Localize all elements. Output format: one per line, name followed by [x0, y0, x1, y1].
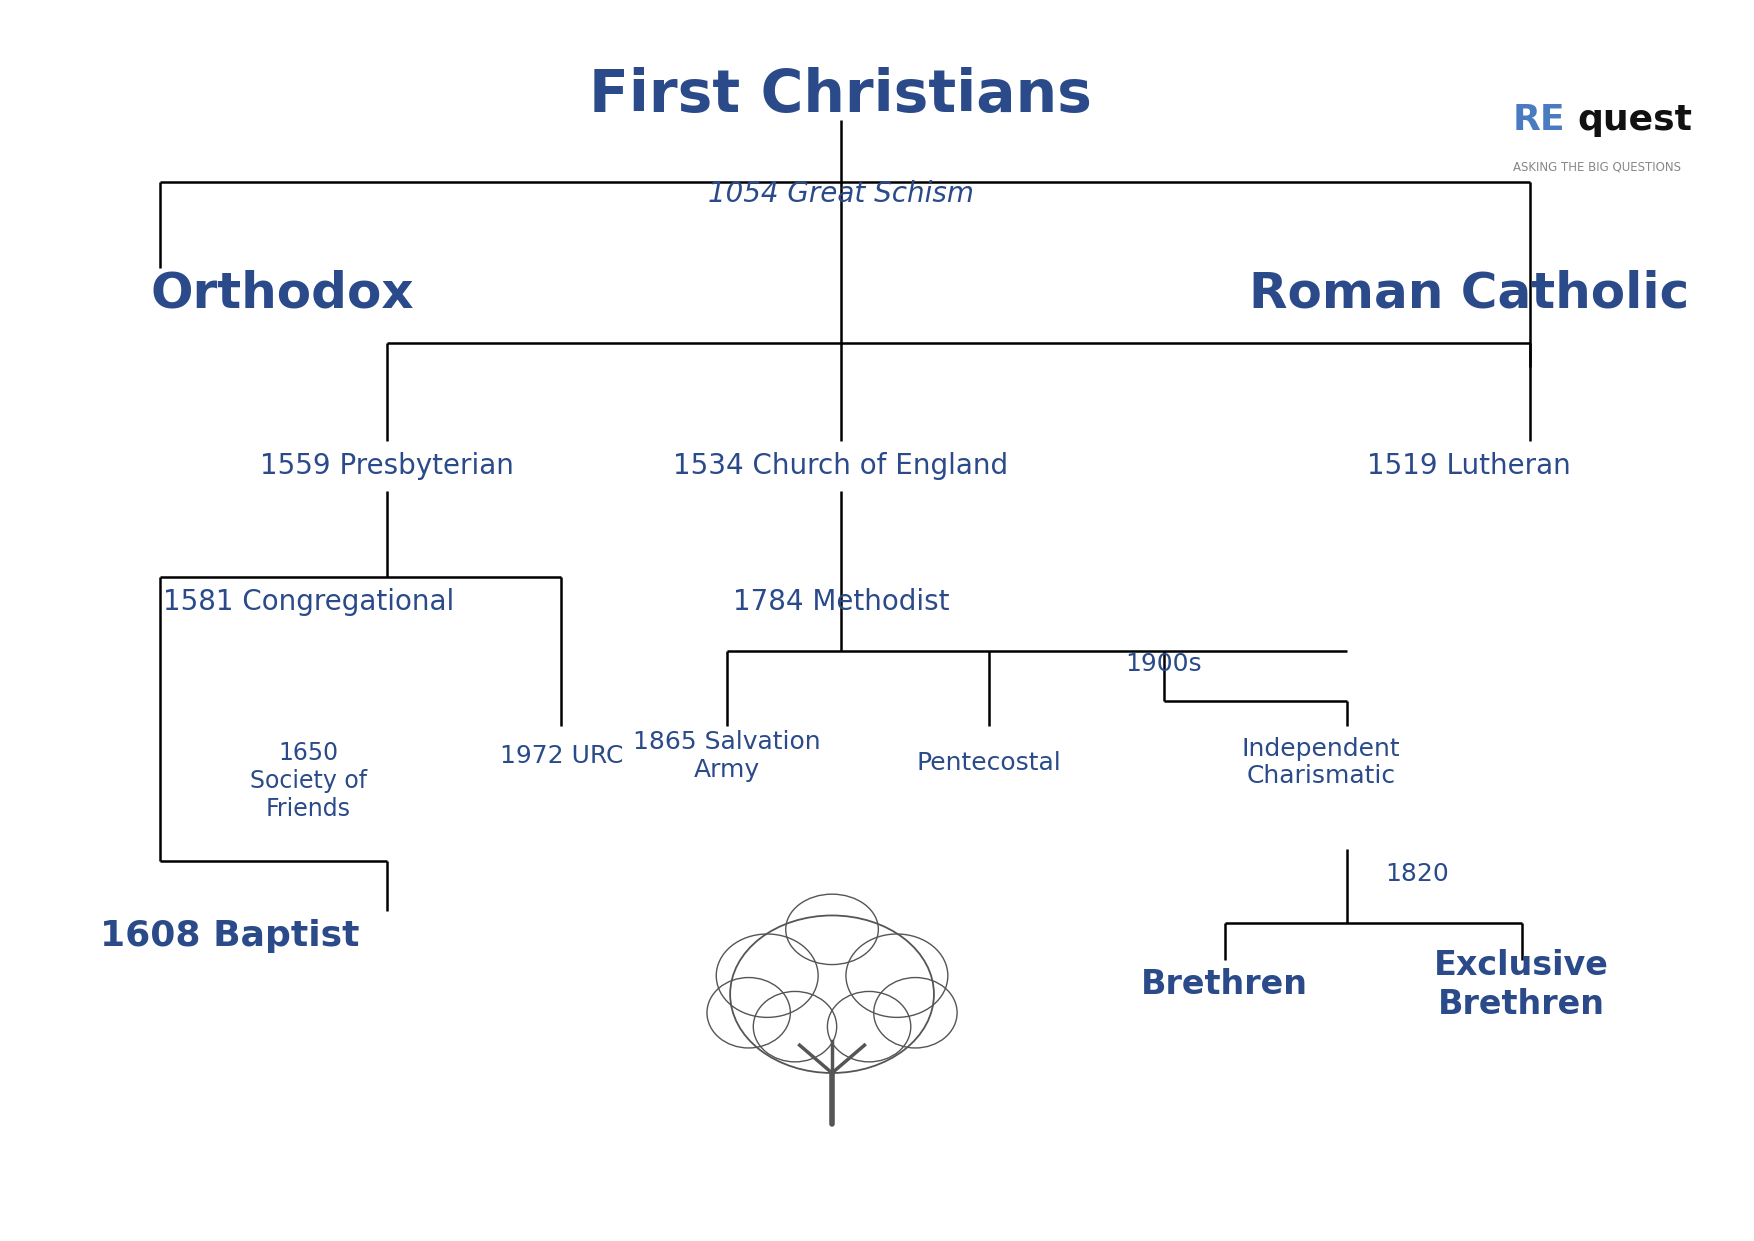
Text: Pentecostal: Pentecostal [917, 751, 1061, 774]
Text: 1820: 1820 [1386, 861, 1449, 886]
Text: 1900s: 1900s [1126, 652, 1201, 676]
Text: 1608 Baptist: 1608 Baptist [100, 918, 360, 953]
Text: 1559 Presbyterian: 1559 Presbyterian [260, 452, 514, 480]
Text: 1972 URC: 1972 URC [500, 745, 623, 768]
Text: Exclusive
Brethren: Exclusive Brethren [1435, 949, 1608, 1020]
Text: First Christians: First Christians [589, 67, 1093, 124]
Text: RE: RE [1514, 103, 1566, 138]
Text: 1650
Society of
Friends: 1650 Society of Friends [249, 741, 367, 820]
Text: 1519 Lutheran: 1519 Lutheran [1368, 452, 1572, 480]
Text: 1581 Congregational: 1581 Congregational [163, 588, 454, 616]
Text: Brethren: Brethren [1142, 968, 1308, 1001]
Text: 1534 Church of England: 1534 Church of England [674, 452, 1009, 480]
Text: Orthodox: Orthodox [151, 269, 414, 318]
Text: 1865 Salvation
Army: 1865 Salvation Army [633, 731, 821, 782]
Text: quest: quest [1577, 103, 1693, 138]
Text: 1784 Methodist: 1784 Methodist [733, 588, 949, 616]
Text: Roman Catholic: Roman Catholic [1249, 269, 1689, 318]
Text: 1054 Great Schism: 1054 Great Schism [709, 180, 973, 208]
Text: ASKING THE BIG QUESTIONS: ASKING THE BIG QUESTIONS [1514, 160, 1680, 174]
Text: Independent
Charismatic: Independent Charismatic [1242, 737, 1400, 788]
